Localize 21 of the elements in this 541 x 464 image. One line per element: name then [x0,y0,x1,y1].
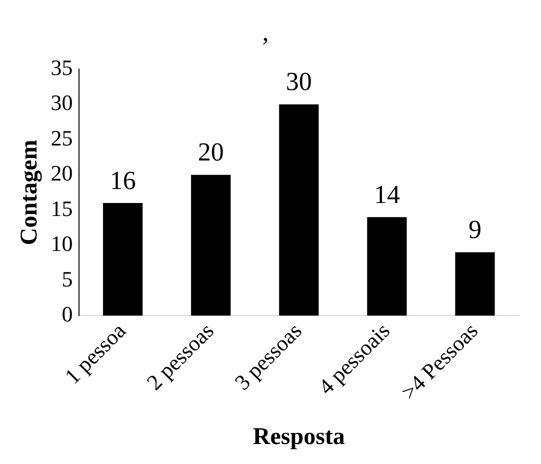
y-tick-label: 5 [62,266,73,292]
y-tick-label: 30 [50,90,73,116]
x-axis-title: Resposta [252,424,345,450]
y-tick-label: 25 [50,125,73,150]
y-tick-label: 15 [50,196,73,221]
data-label: 14 [374,180,400,209]
data-label: 16 [110,166,136,195]
data-label: 30 [286,67,312,96]
y-tick-label: 35 [50,54,73,80]
y-tick-label: 20 [50,160,73,186]
data-label: 20 [198,138,224,167]
bar [367,217,407,316]
chart-title: , [262,17,269,46]
bar [191,174,231,316]
data-label: 9 [468,215,482,244]
y-tick-label: 0 [62,301,73,326]
bar [103,203,143,316]
y-axis-title: Contagem [16,140,43,246]
y-tick-label: 10 [50,231,73,256]
bar [455,252,495,316]
bar [279,104,319,316]
